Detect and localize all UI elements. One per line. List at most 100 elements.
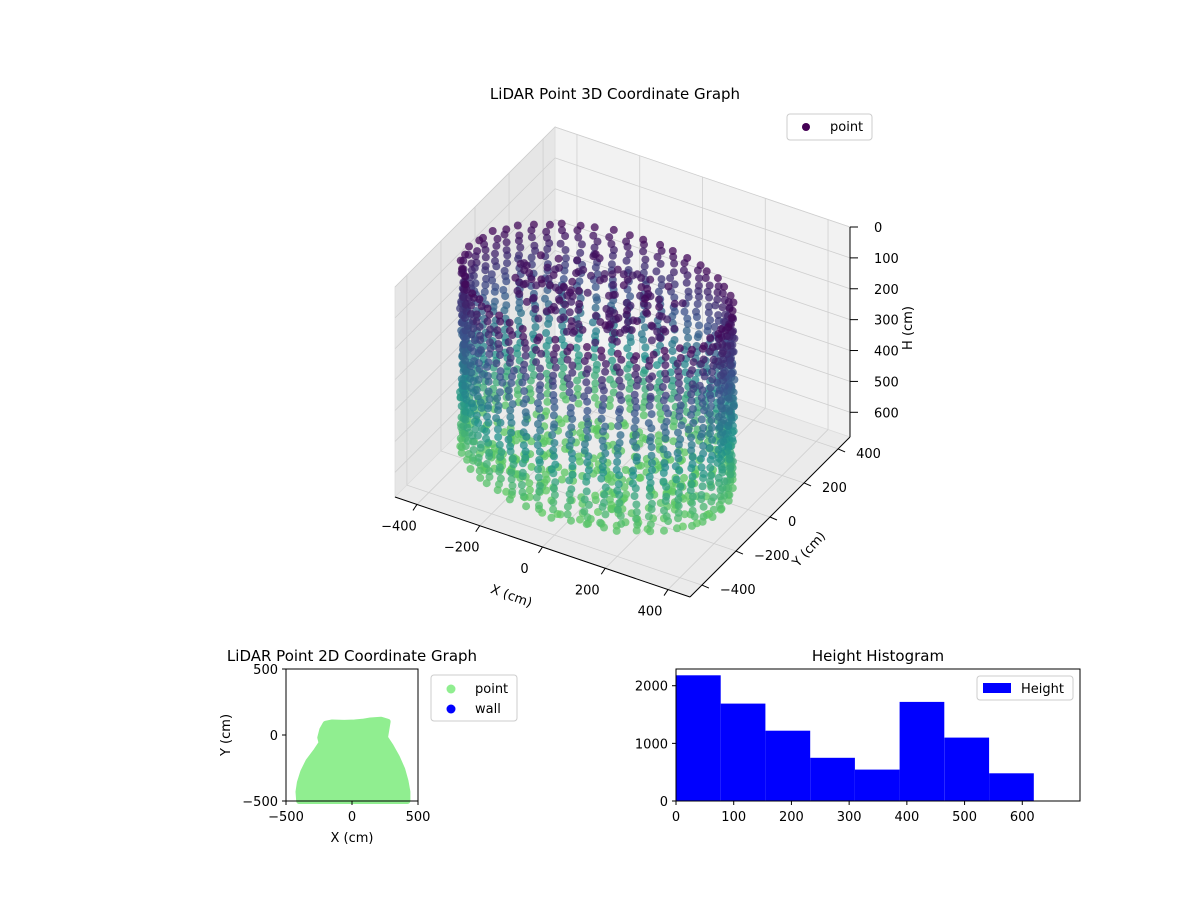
chart3d-point [714,445,723,454]
chart3d-point [619,270,628,279]
chart3d-point [494,401,503,410]
chart3d-point [622,298,631,307]
chart3d-point [673,524,681,533]
chart3d-point [502,246,511,255]
chart3d-point [582,477,591,486]
chart3d-point [550,484,558,493]
chart3d-point [670,299,679,308]
chart3d-point [583,513,592,522]
chart3d-point [567,516,575,525]
histogram-xtick-label: 400 [894,810,919,825]
chart3d-point [630,356,638,364]
chart3d-point [615,391,624,400]
chart3d-point [482,479,491,488]
chart3d-point [668,347,677,356]
chart3d-point [704,308,713,317]
chart3d-point [503,259,511,268]
chart3d-point [708,375,717,384]
chart3d-point [693,300,702,308]
chart3d-point [507,475,516,484]
chart3d-point [608,251,617,260]
chart3d-point [718,465,727,474]
chart3d-point [485,472,494,481]
chart3d-point [698,482,707,491]
chart3d-point [565,489,574,498]
chart3d-ytick-label: 0 [788,515,796,530]
chart3d-point [698,430,706,438]
chart3d-point [668,340,677,348]
chart3d-point [505,495,514,504]
chart3d-point [582,378,591,387]
chart3d-point [706,402,715,411]
chart3d-point [670,293,679,302]
chart3d-point [577,240,586,249]
chart3d-point [557,357,565,366]
chart3d-point [680,473,688,482]
chart3d-point [560,468,569,477]
chart3d-point [495,311,504,320]
chart3d-point [574,233,583,242]
chart3d-point [715,423,724,432]
chart3d-point [516,259,525,268]
chart3d-point [496,373,505,382]
chart3d-point [714,412,723,421]
chart3d-gridline-z [554,219,851,321]
chart3d-point [613,265,622,274]
chart3d-point [629,437,638,446]
chart3d-point [670,324,679,333]
chart3d-point [680,307,689,316]
chart3d-point [703,287,712,296]
chart3d-point [649,350,658,359]
chart3d-point [652,361,661,370]
chart3d-gridline-z [554,281,851,382]
chart3d-point [559,363,568,372]
chart3d-point [605,233,614,242]
chart3d-point [580,507,589,516]
chart3d-point [598,502,607,511]
chart3d-point [655,302,664,311]
chart3d-point [590,243,599,252]
chart3d-point [613,458,622,466]
chart3d-point [674,440,683,449]
chart3d-point [657,281,666,290]
chart3d-point [614,422,623,430]
chart3d-point [542,307,551,316]
chart3d-point [495,463,504,472]
chart3d-point [504,338,513,347]
chart3d-point [605,402,614,410]
chart3d-point [576,515,584,524]
chart3d-ytick [803,482,812,487]
chart3d-point [699,469,708,478]
chart3d-point [639,411,648,420]
chart3d-point [534,420,542,428]
chart3d-point [728,434,737,443]
chart3d-point [536,413,545,422]
chart3d-point [682,278,691,287]
chart3d-point [692,307,700,316]
chart3d-point [542,369,551,378]
chart3d-point [583,458,592,467]
chart3d-point [659,445,668,454]
chart3d-point [563,374,572,383]
chart3d-point [709,355,718,364]
chart3d-point [655,333,664,342]
chart3d-point [697,415,706,424]
chart3d-point [613,505,622,514]
chart2d-title: LiDAR Point 2D Coordinate Graph [227,647,477,665]
chart3d-point [574,399,583,408]
chart3d-point [457,375,466,383]
chart3d-point [625,231,634,240]
chart3d-point [597,346,606,355]
chart3d-point [507,379,516,388]
chart3d-point [646,478,655,487]
chart3d-point [481,262,490,271]
chart3d-point [542,227,551,236]
chart3d-point [500,230,509,239]
chart3d-xtick [412,504,418,511]
chart3d-point [707,497,716,506]
chart3d-ytick-label: 400 [856,447,881,462]
chart3d-point [687,480,696,489]
chart3d-point [687,464,696,473]
chart3d-point [706,316,715,325]
